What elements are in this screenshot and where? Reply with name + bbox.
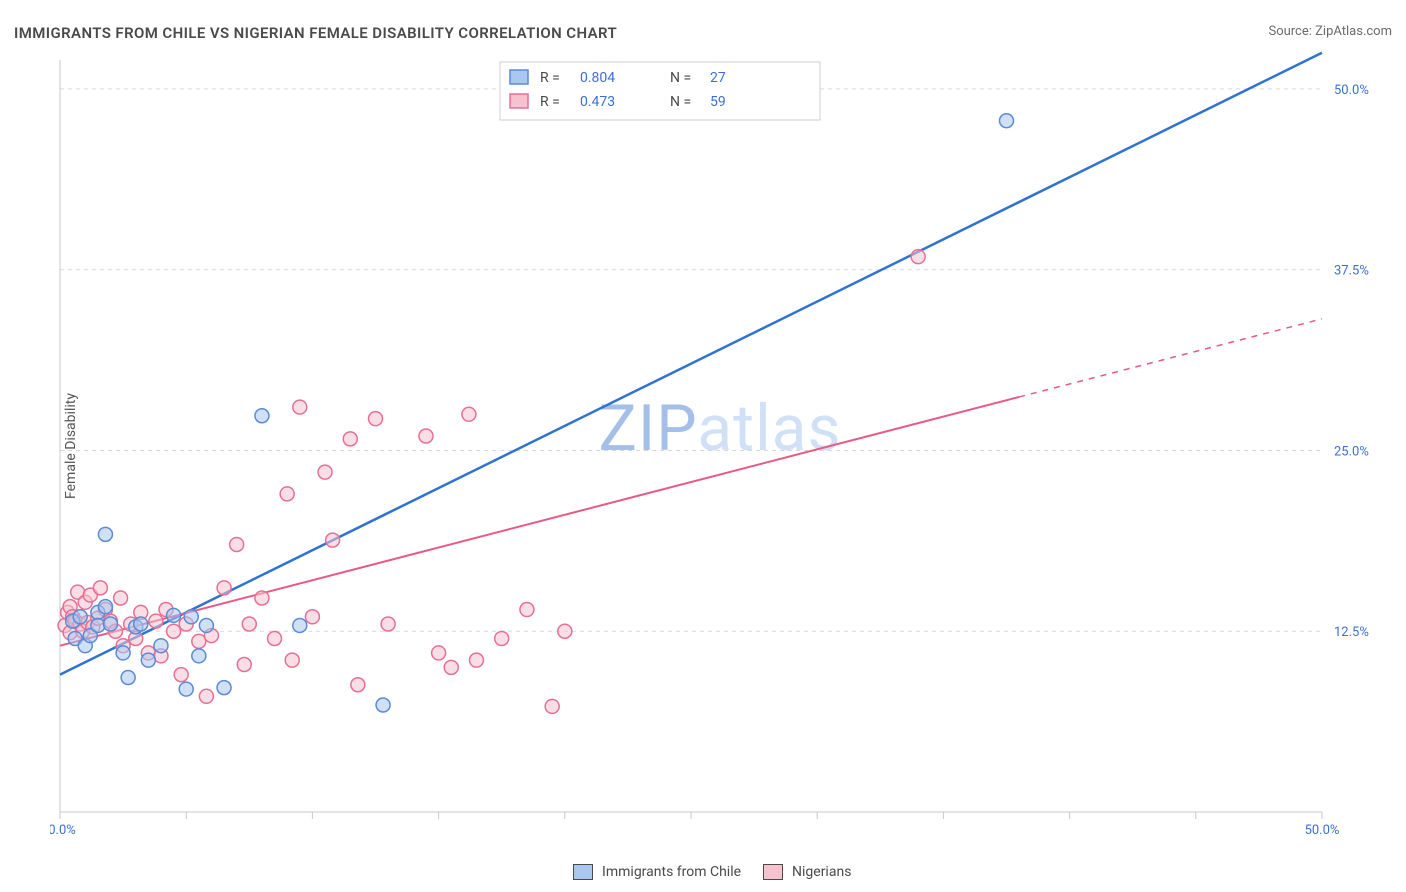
legend-label-chile: Immigrants from Chile (602, 864, 741, 880)
svg-text:N =: N = (670, 70, 691, 86)
svg-text:N =: N = (670, 94, 691, 110)
svg-text:50.0%: 50.0% (1334, 83, 1369, 98)
svg-text:R =: R = (540, 70, 560, 86)
svg-text:59: 59 (710, 94, 726, 110)
svg-text:50.0%: 50.0% (1305, 823, 1340, 838)
bottom-legend: Immigrants from Chile Nigerians (0, 864, 1406, 880)
scatter-chart: 12.5% 25.0% 37.5% 50.0% 0.0% 50.0% ZIPatlas R =… (50, 50, 1392, 842)
legend-swatch-pink (763, 864, 783, 880)
svg-text:0.804: 0.804 (580, 70, 615, 86)
svg-text:0.473: 0.473 (580, 94, 615, 110)
legend-label-nigerians: Nigerians (792, 864, 851, 880)
source-attribution: Source: ZipAtlas.com (1268, 24, 1392, 39)
svg-text:12.5%: 12.5% (1334, 625, 1369, 640)
svg-text:0.0%: 0.0% (50, 823, 76, 838)
svg-text:ZIPatlas: ZIPatlas (599, 391, 842, 466)
svg-text:37.5%: 37.5% (1334, 264, 1369, 279)
svg-text:R =: R = (540, 94, 560, 110)
legend-swatch-blue (573, 864, 593, 880)
plot-area: 12.5% 25.0% 37.5% 50.0% 0.0% 50.0% ZIPatlas R =… (50, 50, 1392, 842)
chart-title: IMMIGRANTS FROM CHILE VS NIGERIAN FEMALE… (14, 24, 617, 42)
svg-text:27: 27 (710, 70, 726, 86)
svg-text:25.0%: 25.0% (1334, 444, 1369, 459)
